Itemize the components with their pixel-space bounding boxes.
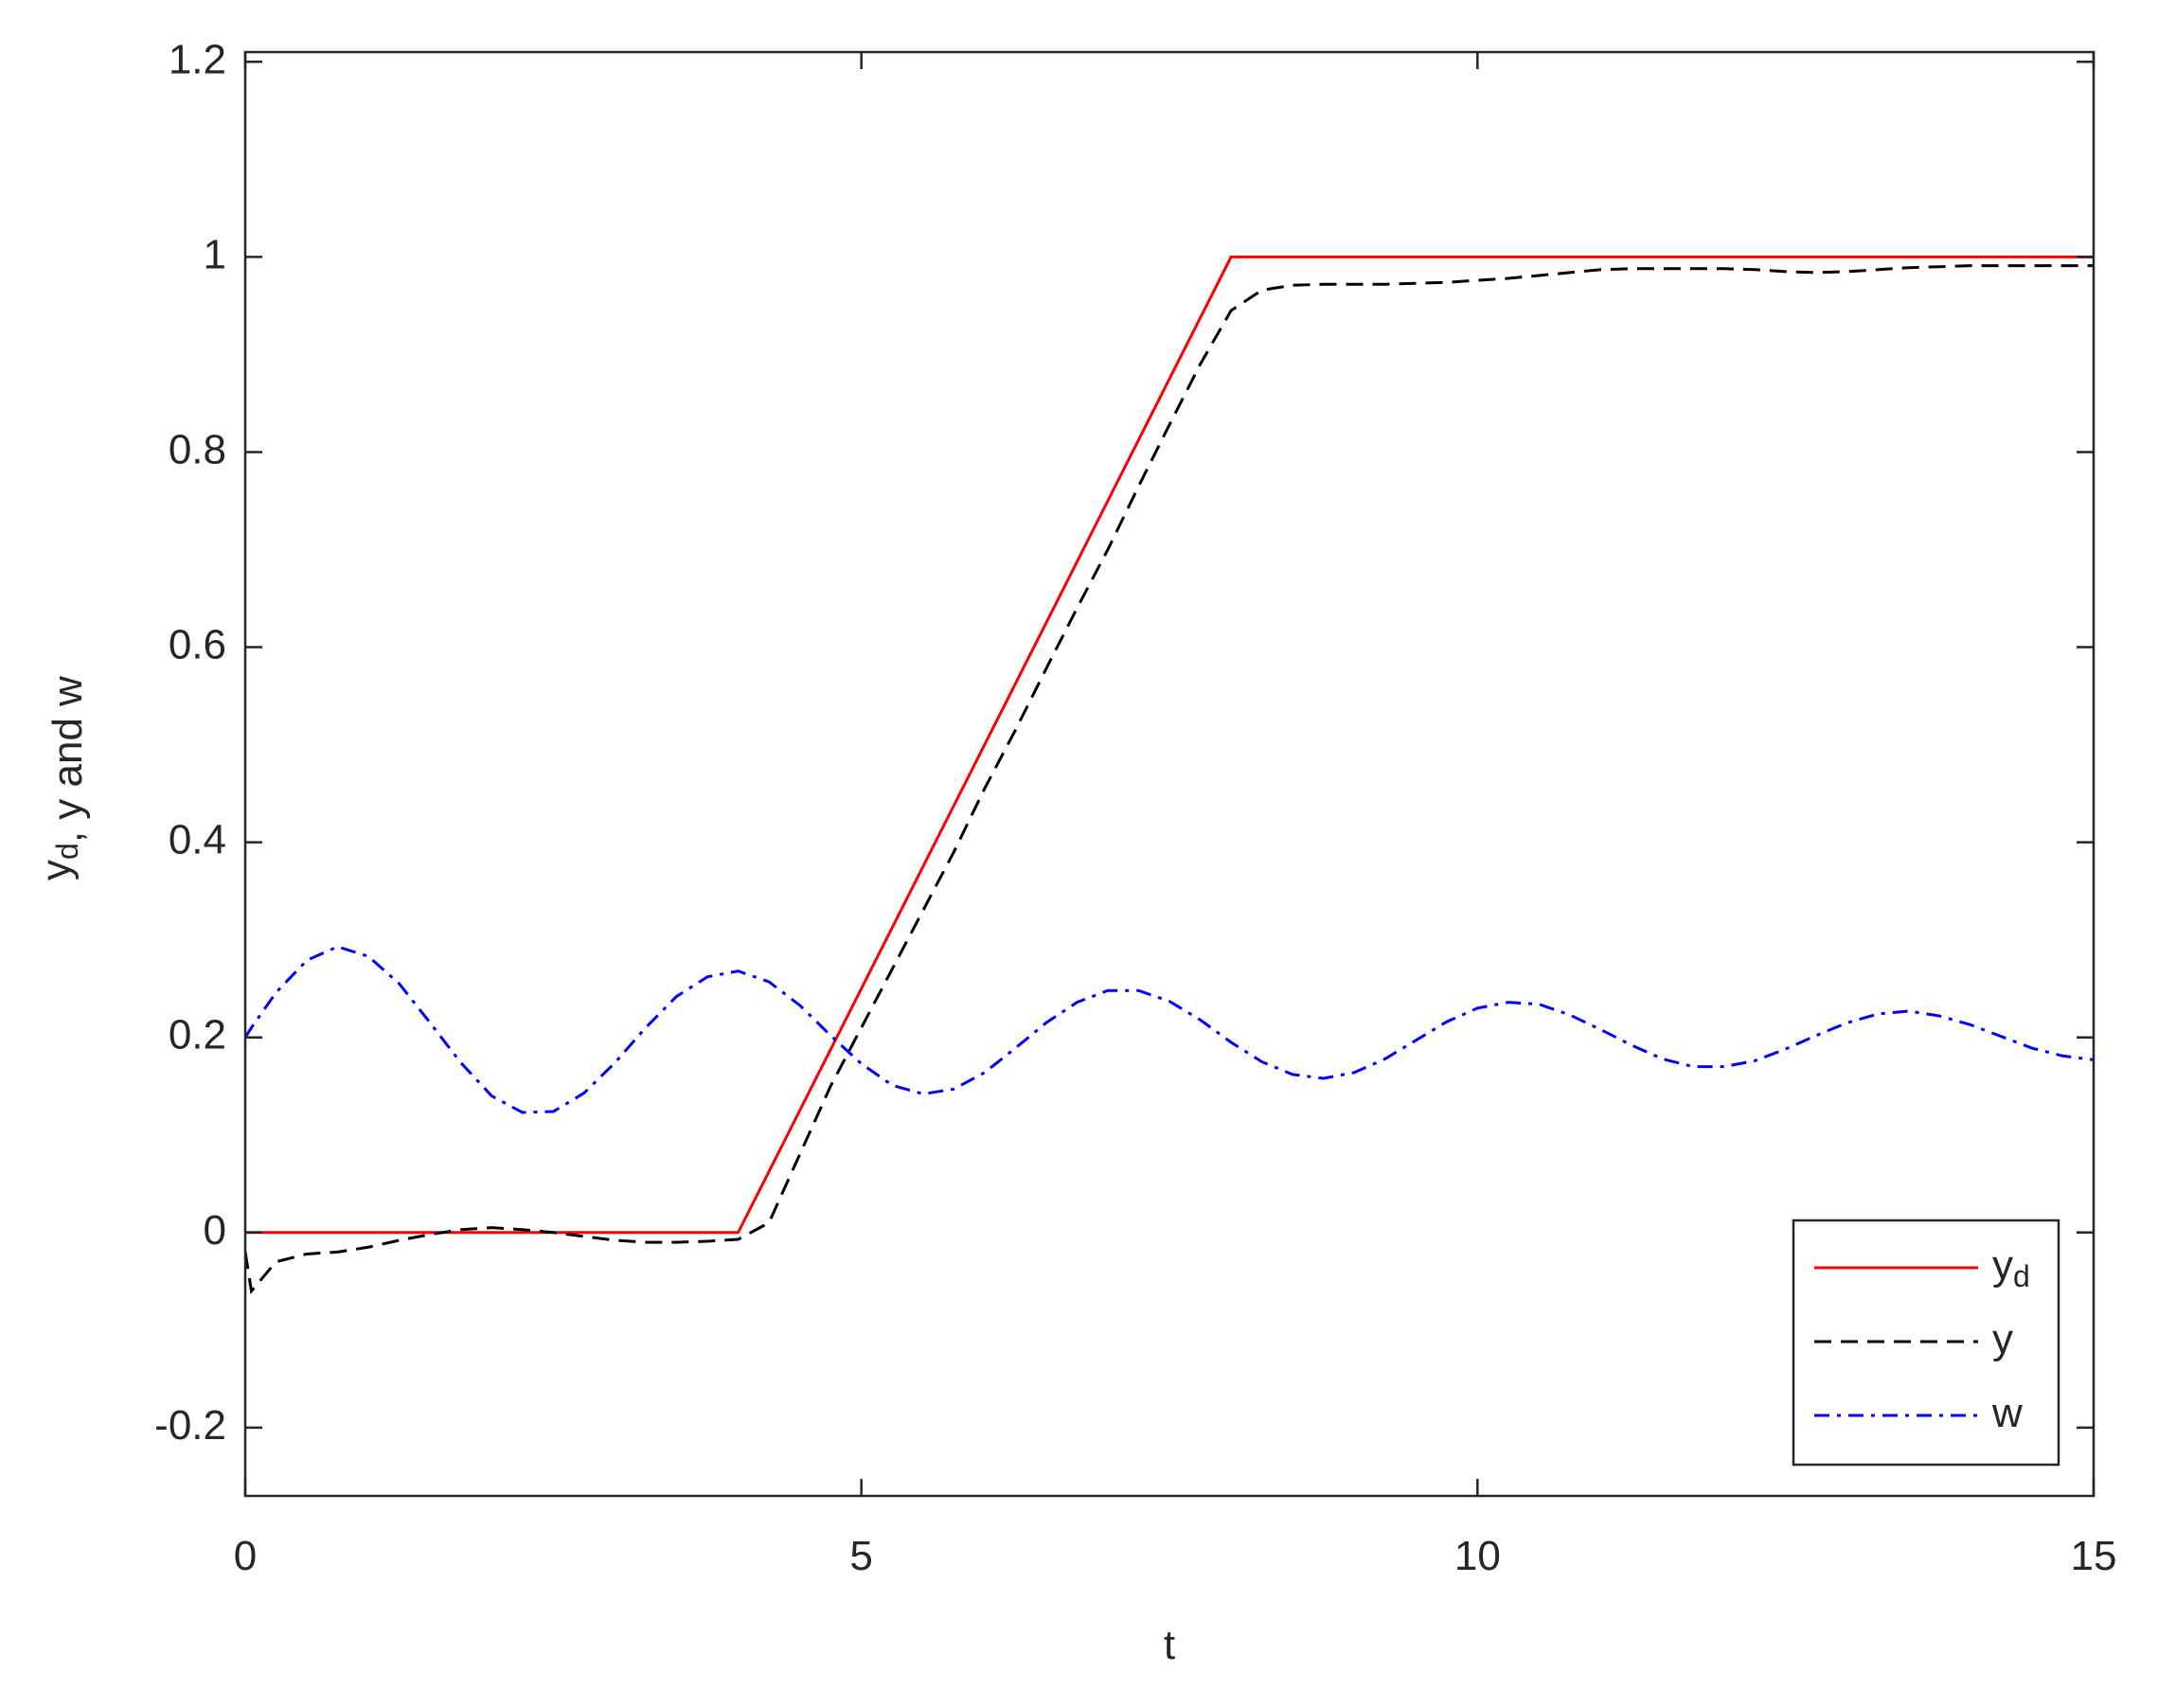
series-line bbox=[245, 264, 2094, 1295]
x-tick-label: 5 bbox=[849, 1533, 872, 1579]
legend-label: yd bbox=[1992, 1242, 2030, 1294]
y-tick-label: 0 bbox=[204, 1206, 226, 1253]
x-axis-label: t bbox=[1164, 1622, 1175, 1668]
y-tick-label: 0.8 bbox=[169, 426, 226, 472]
x-tick-label: 0 bbox=[234, 1533, 257, 1579]
y-tick-label: 1.2 bbox=[169, 36, 226, 82]
y-tick-label: -0.2 bbox=[154, 1401, 226, 1448]
legend-label: y bbox=[1992, 1316, 2013, 1362]
series-line bbox=[245, 255, 2094, 1235]
y-tick-label: 0.4 bbox=[169, 816, 226, 863]
y-axis-label: yd, y and w bbox=[33, 676, 91, 881]
x-tick-label: 15 bbox=[2071, 1533, 2117, 1579]
y-tick-label: 1 bbox=[204, 231, 226, 277]
legend-label: w bbox=[1991, 1390, 2023, 1436]
series-line bbox=[245, 945, 2094, 1114]
y-tick-label: 0.6 bbox=[169, 621, 226, 667]
plot-frame bbox=[243, 50, 2096, 1498]
y-tick-label: 0.2 bbox=[169, 1011, 226, 1058]
x-tick-label: 10 bbox=[1454, 1533, 1501, 1579]
